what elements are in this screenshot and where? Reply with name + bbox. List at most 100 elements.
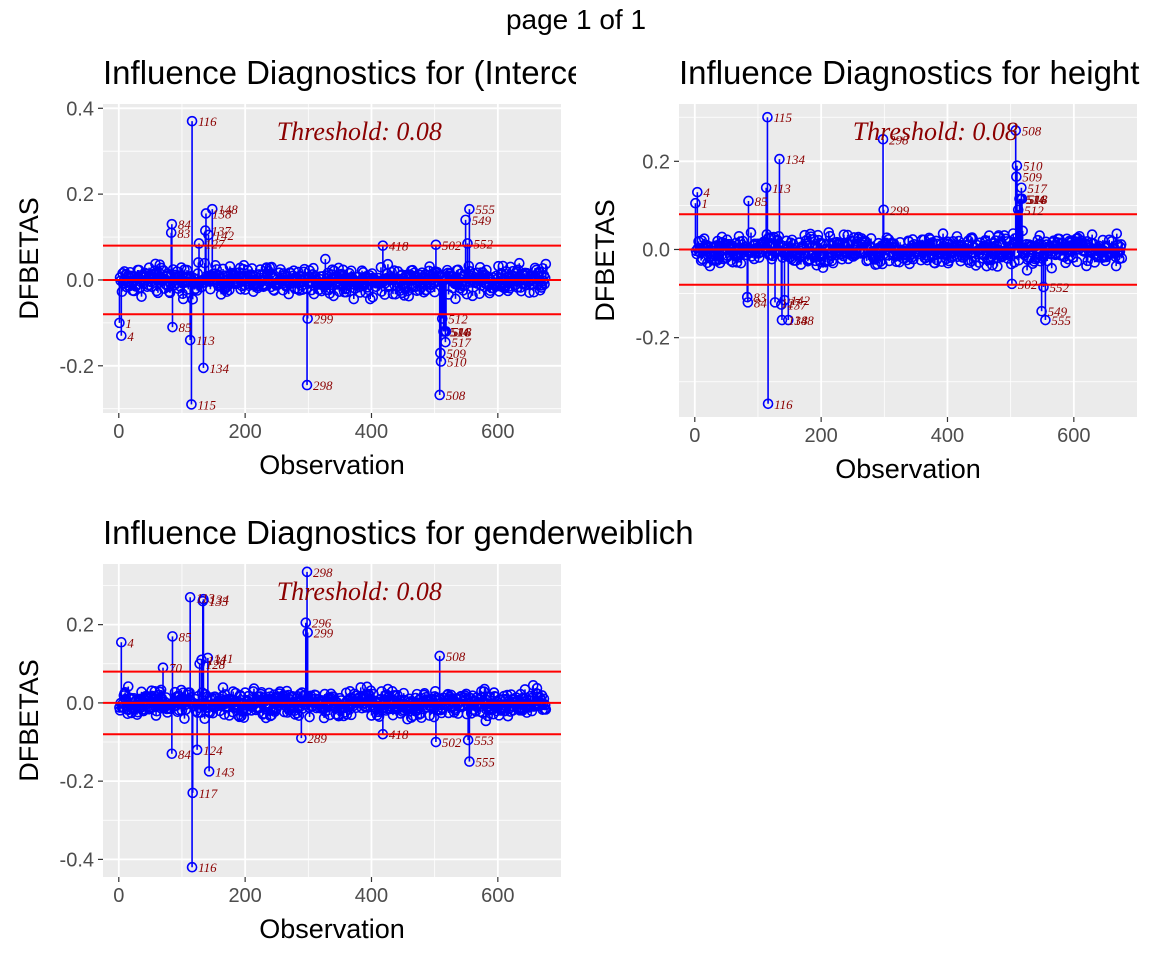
- observation-point: [173, 704, 185, 716]
- y-axis-title: DFBETAS: [14, 197, 44, 320]
- x-tick-label: 600: [481, 421, 514, 443]
- observation-point: [1010, 125, 1022, 136]
- point-label: 514: [449, 324, 469, 339]
- point-label: 418: [389, 727, 409, 742]
- observation-point: [987, 259, 998, 271]
- observation-point: [166, 748, 178, 760]
- observation-point: [1046, 262, 1058, 274]
- observation-point: [474, 262, 486, 273]
- observation-point: [877, 133, 889, 145]
- y-tick-label: 0.0: [66, 270, 94, 292]
- observation-point: [155, 262, 167, 274]
- chart-title: Influence Diagnostics for genderweiblich: [103, 514, 694, 551]
- point-label: 508: [446, 649, 466, 664]
- chart-title: Influence Diagnostics for (Intercept): [103, 54, 576, 91]
- x-tick-label: 200: [228, 885, 261, 907]
- point-label: 70: [169, 661, 183, 676]
- point-label: 516: [1027, 192, 1047, 207]
- observation-point: [690, 197, 701, 209]
- point-label: 418: [389, 239, 409, 254]
- observation-point: [301, 566, 313, 578]
- point-label: 549: [1048, 304, 1068, 319]
- point-label: 502: [442, 238, 462, 253]
- point-label: 124: [203, 743, 223, 758]
- observation-point: [942, 236, 953, 247]
- observation-point: [742, 297, 754, 308]
- point-label: 512: [1024, 203, 1044, 218]
- observation-point: [1116, 252, 1128, 264]
- point-label: 127: [205, 236, 225, 251]
- observation-point: [743, 195, 754, 207]
- threshold-annotation: Threshold: 0.08: [277, 117, 442, 146]
- observation-point: [812, 229, 824, 241]
- observation-point: [970, 260, 982, 271]
- chart-panel-intercept: Influence Diagnostics for (Intercept) 0 2…: [0, 46, 576, 500]
- observation-point: [302, 627, 313, 638]
- x-tick-label: 600: [1057, 425, 1090, 447]
- observation-point: [198, 593, 209, 605]
- observation-point: [364, 293, 376, 305]
- observation-point: [1065, 250, 1076, 262]
- y-tick-label: -0.2: [636, 328, 670, 350]
- observation-point: [799, 229, 811, 241]
- observation-point: [355, 682, 367, 693]
- observation-point: [203, 229, 214, 241]
- observation-point: [151, 285, 162, 297]
- observation-point: [203, 766, 215, 777]
- x-tick-label: 400: [355, 885, 388, 907]
- point-label: 517: [451, 335, 471, 350]
- point-label: 518: [452, 324, 472, 339]
- observation-point: [429, 286, 440, 298]
- point-label: 131: [208, 653, 228, 668]
- observation-point: [318, 712, 330, 724]
- point-label: 549: [472, 213, 492, 228]
- observation-point: [539, 272, 551, 284]
- chart-panel-height: Influence Diagnostics for height 0 200 400…: [576, 46, 1152, 500]
- point-label: 113: [196, 590, 215, 605]
- chart-title: Influence Diagnostics for height: [679, 54, 1140, 91]
- point-label: 117: [199, 786, 218, 801]
- observation-point: [539, 699, 551, 711]
- point-label: 299: [314, 312, 334, 327]
- observation-point: [206, 203, 218, 215]
- observation-point: [348, 293, 360, 305]
- observation-point: [196, 654, 207, 666]
- observation-point: [193, 257, 204, 268]
- y-tick-label: 0.0: [66, 693, 94, 715]
- observation-point: [741, 291, 753, 303]
- observation-point: [186, 861, 198, 873]
- observation-point: [119, 687, 131, 698]
- observation-point: [1009, 233, 1021, 244]
- observation-point: [202, 652, 214, 664]
- point-label: 1: [701, 196, 708, 211]
- observation-point: [211, 264, 223, 275]
- observation-point: [531, 682, 543, 694]
- observation-point: [467, 290, 478, 302]
- point-label: 555: [475, 202, 495, 217]
- point-label: 518: [1028, 192, 1048, 207]
- point-label: 138: [788, 313, 808, 328]
- observation-point: [762, 111, 773, 123]
- observation-point: [221, 286, 233, 298]
- point-label: 134: [209, 592, 229, 607]
- chart-svg: 0 200 400 600 -0.2 0.0 0.2 0.4 Observation DFBETA…: [14, 98, 561, 480]
- observation-point: [193, 238, 205, 249]
- point-label: 84: [178, 217, 192, 232]
- y-axis-title: DFBETAS: [14, 659, 44, 782]
- observation-point: [779, 294, 790, 306]
- x-tick-label: 0: [689, 425, 700, 447]
- observation-point: [692, 186, 703, 198]
- observation-point: [191, 744, 203, 756]
- observation-point: [440, 326, 452, 337]
- observation-point: [1103, 234, 1115, 246]
- observation-point: [376, 286, 387, 297]
- x-axis-title: Observation: [259, 450, 405, 480]
- observation-point: [1008, 238, 1020, 249]
- observation-point: [1007, 228, 1019, 239]
- observation-point: [945, 252, 957, 264]
- point-label: 83: [753, 290, 767, 305]
- observation-point: [181, 271, 192, 283]
- observation-point: [1040, 314, 1051, 326]
- observation-point: [528, 286, 540, 298]
- observation-point: [122, 681, 134, 692]
